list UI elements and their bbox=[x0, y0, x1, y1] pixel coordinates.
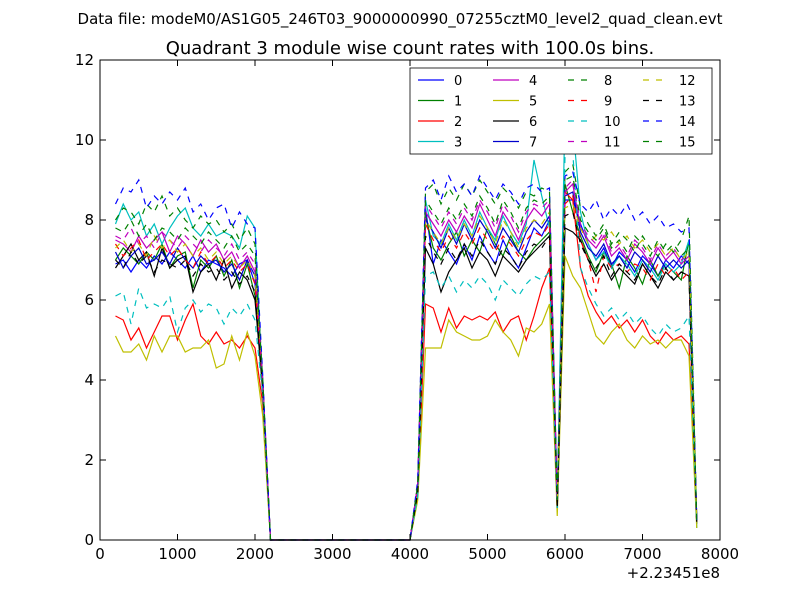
y-tick-label: 10 bbox=[75, 131, 94, 149]
legend-box bbox=[409, 67, 713, 155]
series-line-6 bbox=[114, 227, 698, 541]
legend-label-2: 2 bbox=[454, 115, 462, 130]
legend-label-7: 7 bbox=[529, 136, 537, 151]
y-tick-label: 4 bbox=[84, 371, 94, 389]
y-tick-label: 6 bbox=[84, 291, 94, 309]
figure-suptitle: Data file: modeM0/AS1G05_246T03_90000009… bbox=[78, 10, 723, 29]
series-line-4 bbox=[115, 182, 698, 541]
x-tick-label: 6000 bbox=[546, 545, 584, 563]
legend-label-11: 11 bbox=[604, 136, 621, 151]
legend-label-13: 13 bbox=[679, 95, 696, 110]
x-tick-label: 8000 bbox=[701, 545, 739, 563]
legend-label-4: 4 bbox=[529, 74, 537, 89]
y-tick-label: 8 bbox=[84, 211, 94, 229]
legend-label-6: 6 bbox=[529, 115, 537, 130]
legend-label-12: 12 bbox=[679, 74, 696, 89]
series-line-8 bbox=[114, 162, 698, 541]
series-line-15 bbox=[115, 175, 698, 541]
legend-label-10: 10 bbox=[604, 115, 621, 130]
legend-label-8: 8 bbox=[604, 74, 612, 89]
x-tick-label: 2000 bbox=[236, 545, 274, 563]
legend-label-3: 3 bbox=[454, 136, 462, 151]
legend-label-1: 1 bbox=[454, 95, 462, 110]
y-tick-label: 2 bbox=[84, 451, 94, 469]
x-tick-label: 3000 bbox=[313, 545, 351, 563]
legend-label-0: 0 bbox=[454, 74, 462, 89]
x-axis-offset-label: +2.23451e8 bbox=[627, 564, 720, 582]
x-tick-label: 4000 bbox=[391, 545, 429, 563]
axis-ticks: 0 1000 2000 3000 4000 5000 6000 7000 80000246810… bbox=[75, 51, 739, 563]
plot-lines bbox=[114, 110, 698, 541]
series-line-5 bbox=[114, 255, 698, 541]
legend-label-9: 9 bbox=[604, 95, 612, 110]
series-line-1 bbox=[114, 183, 698, 541]
chart-title: Quadrant 3 module wise count rates with … bbox=[166, 38, 655, 59]
x-tick-label: 7000 bbox=[623, 545, 661, 563]
legend-label-14: 14 bbox=[679, 115, 696, 130]
legend-label-5: 5 bbox=[529, 95, 537, 110]
legend-label-15: 15 bbox=[679, 136, 696, 151]
series-line-12 bbox=[115, 203, 698, 541]
x-tick-label: 0 bbox=[95, 545, 105, 563]
series-line-3 bbox=[114, 110, 698, 541]
y-tick-label: 12 bbox=[75, 51, 94, 69]
series-line-14 bbox=[114, 171, 698, 541]
x-tick-label: 5000 bbox=[468, 545, 506, 563]
y-tick-label: 0 bbox=[84, 531, 94, 549]
x-tick-label: 1000 bbox=[158, 545, 196, 563]
